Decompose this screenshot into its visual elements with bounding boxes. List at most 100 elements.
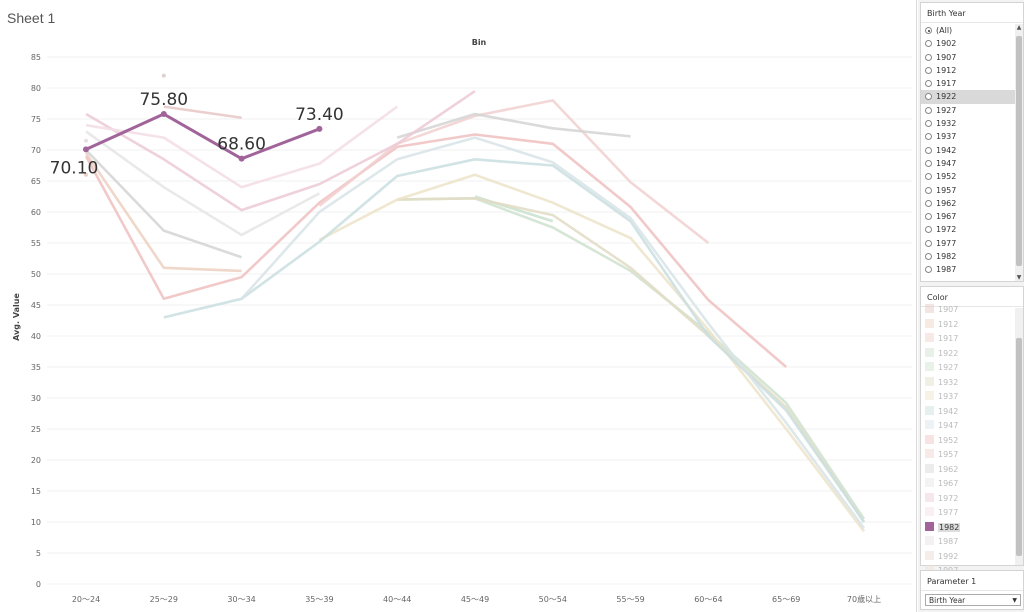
color-swatch bbox=[925, 463, 934, 473]
legend-item[interactable]: 1932 bbox=[921, 376, 1015, 391]
radio-icon[interactable] bbox=[925, 159, 932, 167]
legend-item-label: 1962 bbox=[938, 464, 959, 474]
legend-item-label: 1937 bbox=[938, 392, 959, 401]
color-swatch bbox=[925, 333, 934, 342]
radio-icon[interactable] bbox=[925, 146, 932, 154]
radio-icon[interactable] bbox=[925, 133, 932, 141]
filter-item-label: 1922 bbox=[936, 92, 957, 102]
filter-item[interactable]: 1917 bbox=[921, 77, 1015, 90]
filter-item[interactable]: 1932 bbox=[921, 117, 1015, 130]
series-line-1937[interactable] bbox=[318, 173, 866, 533]
parameter-select[interactable]: Birth Year ▼ bbox=[925, 594, 1021, 606]
filter-item[interactable]: 1907 bbox=[921, 51, 1015, 64]
radio-icon[interactable] bbox=[925, 120, 932, 128]
legend-item[interactable]: 1937 bbox=[921, 390, 1015, 405]
legend-item[interactable]: 1992 bbox=[921, 550, 1015, 565]
radio-icon[interactable] bbox=[925, 173, 932, 181]
color-swatch bbox=[925, 376, 934, 386]
data-point-1917[interactable] bbox=[84, 172, 88, 177]
radio-icon[interactable] bbox=[925, 239, 932, 247]
scroll-down-icon[interactable]: ▼ bbox=[1016, 274, 1022, 281]
legend-item[interactable]: 1962 bbox=[921, 463, 1015, 478]
x-tick-label: 20〜24 bbox=[72, 595, 100, 604]
legend-item[interactable]: 1942 bbox=[921, 405, 1015, 420]
filter-item[interactable]: 1957 bbox=[921, 184, 1015, 197]
legend-scroll-thumb[interactable] bbox=[1016, 338, 1022, 556]
series-line-1962[interactable] bbox=[85, 149, 243, 259]
scroll-thumb[interactable] bbox=[1016, 36, 1022, 266]
data-point-1982[interactable] bbox=[316, 125, 323, 132]
legend-scrollbar[interactable] bbox=[1015, 308, 1023, 565]
legend-item[interactable]: 1952 bbox=[921, 434, 1015, 449]
radio-icon[interactable] bbox=[925, 80, 932, 88]
legend-item[interactable]: 1927 bbox=[921, 361, 1015, 376]
series-line-1912[interactable] bbox=[84, 152, 242, 273]
filter-item-label: 1947 bbox=[936, 158, 957, 168]
series-line-1952[interactable] bbox=[84, 133, 788, 368]
legend-item[interactable]: 1922 bbox=[921, 347, 1015, 362]
filter-item[interactable]: 1922 bbox=[921, 90, 1015, 104]
filter-item[interactable]: 1977 bbox=[921, 237, 1015, 250]
filter-item[interactable]: (All) bbox=[921, 24, 1015, 37]
series-line-1947[interactable] bbox=[240, 136, 866, 529]
legend-item[interactable]: 1917 bbox=[921, 332, 1015, 347]
series-line-1907[interactable] bbox=[163, 105, 242, 120]
data-point-1982[interactable] bbox=[160, 111, 167, 118]
series-line-1982[interactable] bbox=[85, 112, 320, 161]
x-tick-label: 40〜44 bbox=[383, 595, 411, 604]
filter-item[interactable]: 1972 bbox=[921, 223, 1015, 236]
scroll-up-icon[interactable]: ▲ bbox=[1016, 24, 1022, 31]
legend-item[interactable]: 1947 bbox=[921, 419, 1015, 434]
filter-item[interactable]: 1962 bbox=[921, 197, 1015, 210]
legend-item[interactable]: 1907 bbox=[921, 303, 1015, 318]
radio-icon[interactable] bbox=[925, 199, 932, 207]
legend-item[interactable]: 1912 bbox=[921, 318, 1015, 333]
legend-item[interactable]: 1977 bbox=[921, 506, 1015, 521]
radio-icon[interactable] bbox=[925, 266, 932, 274]
series-line-1957[interactable] bbox=[318, 99, 710, 245]
legend-item[interactable]: 1982 bbox=[921, 521, 1015, 536]
filter-scrollbar[interactable]: ▲ ▼ bbox=[1015, 24, 1023, 281]
parameter-value: Birth Year bbox=[929, 596, 966, 605]
data-point-1982[interactable] bbox=[238, 155, 245, 162]
y-tick-label: 15 bbox=[31, 487, 41, 496]
filter-item[interactable]: 1967 bbox=[921, 210, 1015, 223]
legend-item[interactable]: 1987 bbox=[921, 535, 1015, 550]
series-line-1962[interactable] bbox=[396, 112, 631, 139]
filter-item[interactable]: 1927 bbox=[921, 104, 1015, 117]
filter-item[interactable]: 1912 bbox=[921, 64, 1015, 77]
filter-item[interactable]: 1952 bbox=[921, 170, 1015, 183]
radio-icon[interactable] bbox=[925, 213, 932, 221]
filter-item[interactable]: 1987 bbox=[921, 263, 1015, 276]
side-panel: Birth Year (All) 1902 1907 1912 1917 1922 1927… bbox=[918, 0, 1024, 612]
series-line-1927[interactable] bbox=[397, 197, 866, 520]
radio-icon[interactable] bbox=[925, 186, 932, 194]
filter-item[interactable]: 1937 bbox=[921, 130, 1015, 143]
data-point-1902[interactable] bbox=[161, 73, 166, 78]
color-legend: Color 1907 1912 1917 1922 1927 1932 1937 1942 19… bbox=[920, 286, 1024, 575]
legend-item[interactable]: 1957 bbox=[921, 448, 1015, 463]
legend-item[interactable]: 1972 bbox=[921, 492, 1015, 507]
radio-icon[interactable] bbox=[925, 226, 932, 234]
filter-item[interactable]: 1947 bbox=[921, 157, 1015, 170]
series-line-1932[interactable] bbox=[397, 197, 866, 523]
radio-icon[interactable] bbox=[925, 93, 932, 101]
legend-item-label: 1952 bbox=[938, 435, 959, 445]
radio-icon[interactable] bbox=[925, 253, 932, 261]
series-line-1977[interactable] bbox=[85, 105, 398, 189]
radio-icon[interactable] bbox=[925, 27, 932, 34]
data-label: 70.10 bbox=[50, 158, 99, 178]
series-line-1972[interactable] bbox=[85, 90, 476, 212]
filter-item[interactable]: 1902 bbox=[921, 37, 1015, 50]
radio-icon[interactable] bbox=[925, 40, 932, 48]
y-tick-label: 25 bbox=[31, 425, 41, 434]
radio-icon[interactable] bbox=[925, 106, 932, 114]
data-point-1982[interactable] bbox=[83, 146, 89, 153]
data-point-1987[interactable] bbox=[84, 138, 88, 143]
legend-item[interactable]: 1967 bbox=[921, 477, 1015, 492]
filter-item[interactable]: 1942 bbox=[921, 144, 1015, 157]
series-line-1967[interactable] bbox=[85, 130, 321, 237]
radio-icon[interactable] bbox=[925, 66, 932, 74]
radio-icon[interactable] bbox=[925, 53, 932, 61]
filter-item[interactable]: 1982 bbox=[921, 250, 1015, 263]
